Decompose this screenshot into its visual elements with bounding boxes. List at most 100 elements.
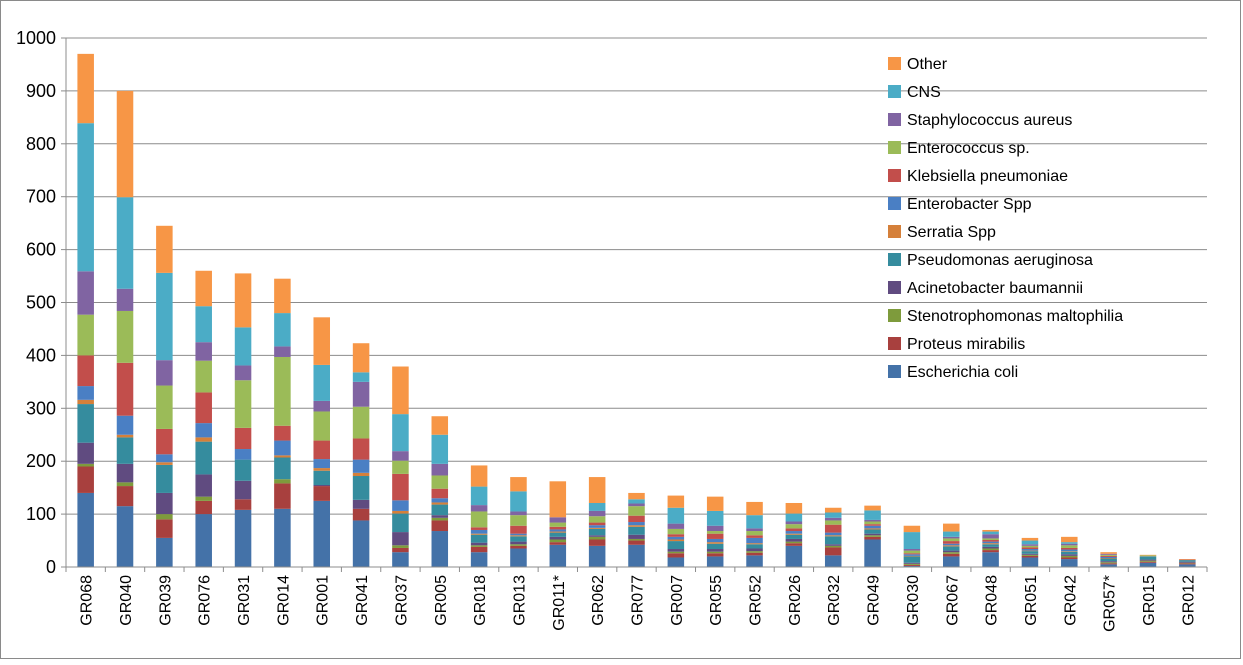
bar-segment bbox=[1139, 556, 1157, 557]
bar-segment bbox=[116, 463, 134, 483]
bar-segment bbox=[588, 477, 606, 503]
bar-segment bbox=[1061, 543, 1078, 546]
x-tick-labels: GR068 GR040 GR039 GR076 GR031 GR014 GR001 GR041… bbox=[79, 575, 1198, 632]
bar-segment bbox=[510, 491, 527, 512]
bar-segment bbox=[392, 473, 409, 501]
bar-segment bbox=[942, 556, 960, 567]
bar-segment bbox=[313, 485, 331, 487]
bar-segment bbox=[470, 511, 488, 528]
bar-segment bbox=[1061, 545, 1078, 548]
bar-segment bbox=[431, 475, 449, 489]
bar-segment bbox=[903, 549, 921, 551]
bar-segment bbox=[116, 90, 134, 198]
bar-segment bbox=[274, 440, 291, 456]
bar-segment bbox=[116, 197, 134, 289]
bar-segment bbox=[864, 533, 881, 536]
x-tick-label: GR048 bbox=[984, 575, 1001, 626]
bar-segment bbox=[470, 486, 488, 506]
bar-segment bbox=[667, 495, 685, 508]
bar-segment bbox=[903, 554, 921, 556]
bar-segment bbox=[1139, 556, 1157, 560]
x-tick-label: GR052 bbox=[748, 575, 765, 626]
bar-segment bbox=[77, 442, 94, 464]
bar-segment bbox=[706, 496, 724, 511]
bar-segment bbox=[942, 541, 960, 544]
bar-segment bbox=[195, 270, 212, 307]
y-tick-label: 700 bbox=[26, 187, 56, 207]
bar-segment bbox=[313, 317, 331, 365]
bar-segment bbox=[667, 528, 685, 535]
bar-segment bbox=[746, 515, 763, 529]
bar-segment bbox=[274, 479, 291, 484]
x-tick-label: GR026 bbox=[787, 575, 804, 626]
bar-segment bbox=[903, 556, 921, 563]
bar-segment bbox=[785, 538, 803, 542]
y-tick-label: 300 bbox=[26, 398, 56, 418]
x-tick-label: GR041 bbox=[354, 575, 371, 626]
bar-segment bbox=[1179, 564, 1196, 567]
bar-segment bbox=[982, 550, 999, 553]
bar-segment bbox=[942, 552, 960, 554]
bar-segment bbox=[1139, 554, 1157, 556]
bar-segment bbox=[470, 533, 488, 535]
bar-segment bbox=[588, 522, 606, 526]
bar-segment bbox=[1139, 559, 1157, 561]
legend-item: Klebsiella pneumoniae bbox=[888, 168, 1068, 185]
bar-segment bbox=[392, 532, 409, 546]
bar-segment bbox=[274, 346, 291, 357]
gridlines bbox=[61, 37, 1207, 568]
bar-segment bbox=[982, 541, 999, 544]
bar-segment bbox=[352, 476, 370, 500]
bar-segment bbox=[785, 531, 803, 534]
legend-item: Serratia Spp bbox=[888, 224, 996, 241]
x-tick-label: GR055 bbox=[708, 575, 725, 626]
x-tick-label: GR014 bbox=[275, 575, 292, 626]
bar-segment bbox=[942, 545, 960, 547]
bar-segment bbox=[431, 520, 449, 532]
bar-segment bbox=[903, 565, 921, 567]
bar-segment bbox=[195, 500, 212, 515]
bar-segment bbox=[116, 288, 134, 311]
bar-segment bbox=[746, 537, 763, 544]
bar-segment bbox=[785, 524, 803, 529]
bar-segment bbox=[942, 523, 960, 532]
bar-segment bbox=[1061, 536, 1078, 543]
x-tick-label: GR031 bbox=[236, 575, 253, 626]
x-tick-label: GR067 bbox=[944, 575, 961, 626]
bar-segment bbox=[116, 506, 134, 567]
bar-segment bbox=[982, 531, 999, 535]
bar-segment bbox=[549, 544, 567, 567]
bar-segment bbox=[549, 526, 567, 530]
bar-segment bbox=[864, 524, 881, 526]
bar-segment bbox=[706, 549, 724, 552]
bar-segment bbox=[470, 465, 488, 487]
bar-segment bbox=[982, 543, 999, 545]
bar-segment bbox=[864, 539, 881, 567]
x-tick-label: GR057* bbox=[1102, 575, 1119, 632]
bar-segment bbox=[352, 499, 370, 509]
bar-segment bbox=[864, 519, 881, 522]
bar-segment bbox=[352, 459, 370, 473]
x-tick-label: GR076 bbox=[197, 575, 214, 626]
bar-segment bbox=[470, 505, 488, 512]
bar-segment bbox=[628, 534, 645, 539]
x-tick-label: GR012 bbox=[1180, 575, 1197, 626]
bar-segment bbox=[1139, 562, 1157, 567]
bar-segment bbox=[431, 515, 449, 518]
bar-segment bbox=[156, 454, 173, 463]
bar-segment bbox=[706, 525, 724, 532]
bar-segment bbox=[274, 455, 291, 458]
bar-segment bbox=[77, 355, 94, 387]
bar-segment bbox=[824, 536, 842, 545]
bar-segment bbox=[982, 546, 999, 549]
bar-segment bbox=[234, 509, 252, 567]
bar-segment bbox=[706, 551, 724, 554]
bar-segment bbox=[156, 519, 173, 538]
bar-segment bbox=[313, 468, 331, 471]
bar-segment bbox=[313, 486, 331, 501]
bar-segment bbox=[942, 531, 960, 537]
bar-segment bbox=[234, 459, 252, 481]
x-tick-label: GR068 bbox=[79, 575, 96, 626]
bar-segment bbox=[628, 540, 645, 545]
